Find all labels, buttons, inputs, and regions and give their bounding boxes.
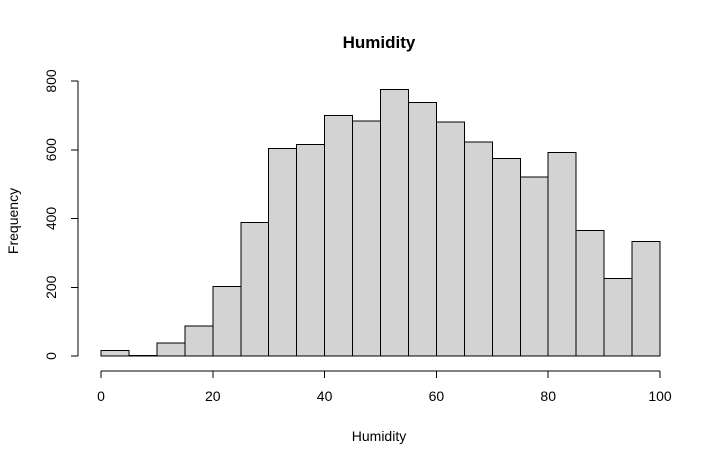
histogram-bar xyxy=(575,230,605,357)
x-tick-label: 0 xyxy=(97,388,105,404)
histogram-bar xyxy=(380,89,409,357)
histogram-bar xyxy=(268,148,298,357)
histogram-bar xyxy=(463,141,493,357)
y-tick-label: 800 xyxy=(43,69,59,93)
bars-group xyxy=(100,89,661,357)
histogram-bar xyxy=(352,120,381,357)
histogram-bar xyxy=(519,176,549,357)
y-tick-label: 200 xyxy=(43,275,59,299)
histogram-bar xyxy=(156,342,186,357)
chart-title: Humidity xyxy=(343,33,416,52)
x-axis: 0 20 40 60 80 100 xyxy=(97,370,672,404)
histogram-bar xyxy=(407,102,437,357)
histogram-bar xyxy=(603,277,633,357)
histogram-bar xyxy=(212,286,242,357)
histogram-bar xyxy=(435,121,465,357)
x-tick-label: 40 xyxy=(317,388,333,404)
histogram-bar xyxy=(631,241,661,357)
x-axis-label: Humidity xyxy=(352,428,406,444)
histogram-bar xyxy=(240,221,270,357)
histogram-bar xyxy=(324,115,354,357)
x-tick-label: 60 xyxy=(429,388,445,404)
x-tick-label: 20 xyxy=(205,388,221,404)
histogram-bar xyxy=(184,325,214,357)
y-axis-label: Frequency xyxy=(5,188,21,254)
y-tick-label: 400 xyxy=(43,207,59,231)
histogram-bar xyxy=(100,350,130,357)
histogram-bar xyxy=(547,152,577,357)
x-tick-label: 80 xyxy=(540,388,556,404)
y-tick-label: 0 xyxy=(43,352,59,360)
y-axis: 0 200 400 600 800 xyxy=(43,69,79,360)
histogram-bar xyxy=(491,157,521,357)
histogram-bar xyxy=(296,144,326,357)
x-tick-label: 100 xyxy=(648,388,672,404)
y-tick-label: 600 xyxy=(43,138,59,162)
